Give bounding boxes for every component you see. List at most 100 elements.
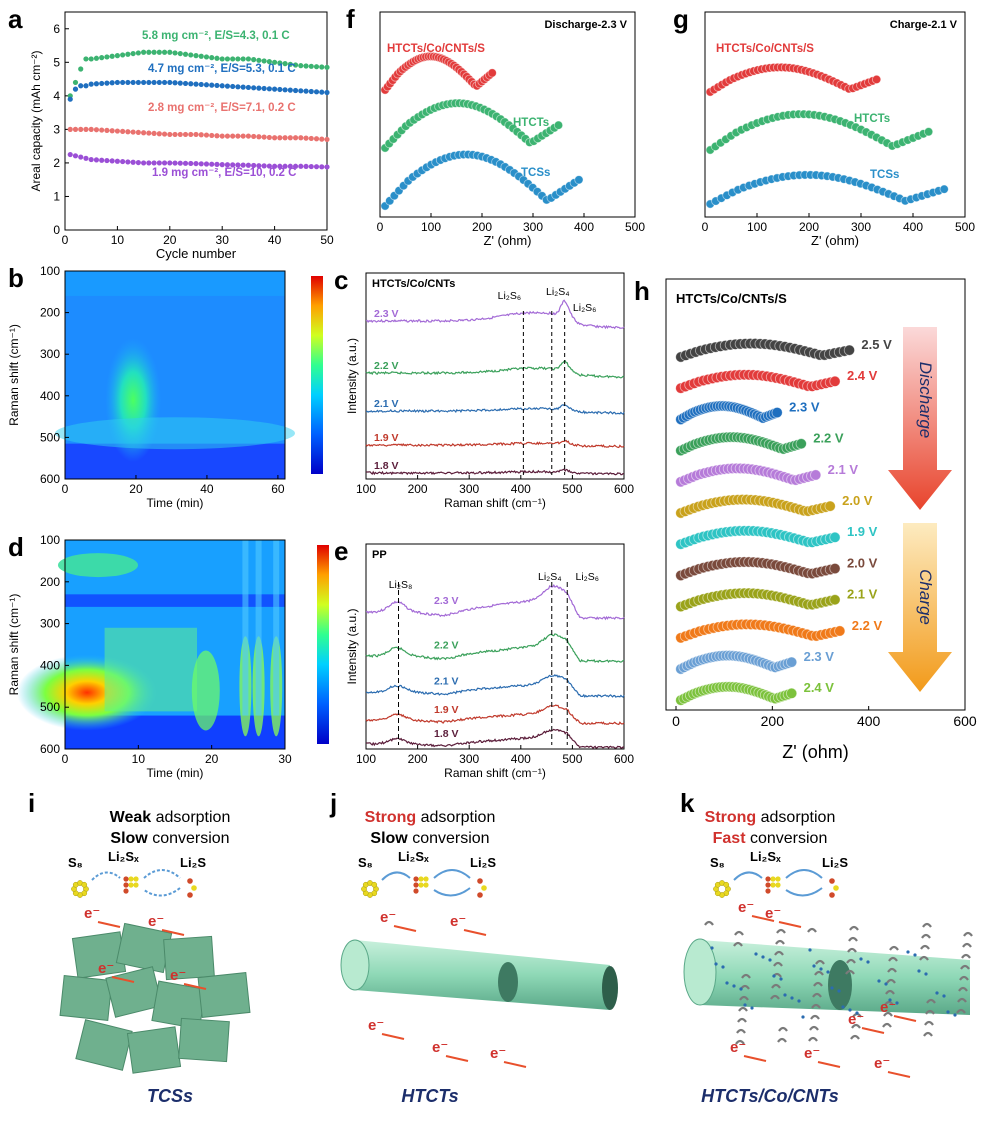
data-point: [177, 80, 183, 86]
co-particle: [942, 994, 946, 998]
data-point: [78, 66, 84, 72]
series-label: 1.9 V: [374, 432, 399, 444]
x-tick-label: 20: [129, 482, 143, 496]
headline-rest: conversion: [746, 830, 828, 847]
data-point: [167, 49, 173, 55]
cnt-fiber: [848, 936, 858, 942]
data-point: [182, 51, 189, 57]
electron-arrow: [161, 929, 185, 936]
plot-frame-a: [64, 11, 328, 231]
co-particle: [946, 1010, 950, 1014]
data-point: [88, 81, 94, 87]
x-tick-label: 30: [216, 233, 230, 247]
data-point: [923, 127, 934, 137]
tube-opening: [498, 962, 518, 1002]
data-point: [146, 130, 152, 136]
cnt-fiber: [741, 973, 751, 979]
x-tick-label: 300: [523, 220, 543, 234]
data-point: [282, 61, 288, 67]
cnt-fiber: [919, 955, 929, 961]
caption: TCSs: [147, 1086, 193, 1106]
data-point: [125, 159, 131, 165]
data-point: [292, 62, 299, 68]
data-point: [72, 86, 79, 92]
chart-h: 0 200 400 600 Z' (ohm) HTCTs/Co/CNTs/S 2.5 V 2.…: [665, 278, 977, 762]
chart-b: 0 20 40 60 100 200 300 400 500 600 Time (min) Raman…: [7, 264, 323, 510]
data-point: [871, 74, 882, 85]
sulfur-atom: [81, 881, 88, 888]
data-point: [141, 79, 147, 86]
data-point: [313, 136, 320, 142]
y-tick-label: 4: [53, 89, 60, 103]
data-point: [182, 80, 189, 87]
headline: Strong adsorption: [365, 809, 496, 826]
heatmap-band: [65, 443, 285, 479]
data-point: [224, 162, 231, 168]
series-label: TCSs: [870, 169, 899, 181]
y-axis-label: Raman shift (cm⁻¹): [7, 324, 21, 426]
data-point: [151, 130, 157, 137]
data-point: [219, 162, 225, 168]
data-point: [829, 531, 841, 543]
data-point: [198, 81, 204, 88]
data-point: [135, 129, 141, 136]
data-point: [308, 163, 314, 170]
data-point: [939, 184, 949, 194]
tube-end: [340, 939, 370, 991]
data-point: [172, 80, 178, 86]
li2sx-atom: [128, 882, 134, 888]
headline-emphasis: Fast: [713, 830, 747, 847]
x-tick-label: 600: [953, 713, 977, 729]
chart-title: HTCTs/Co/CNTs/S: [676, 291, 787, 306]
species-label: Li₂Sₓ: [398, 849, 429, 864]
data-point: [324, 164, 330, 170]
species-label: Li₂S: [470, 855, 496, 870]
data-point: [78, 83, 84, 89]
data-point: [172, 160, 178, 166]
cnt-fiber: [961, 953, 971, 959]
series-label: 1.8 V: [374, 460, 399, 472]
data-point: [72, 79, 79, 86]
co-particle: [895, 1001, 899, 1005]
electron-label: e⁻: [738, 899, 754, 916]
conversion-arrow: [785, 869, 823, 879]
series-label: 2.2 V: [852, 618, 883, 633]
chart-title: Charge-2.1 V: [890, 19, 958, 31]
data-point: [308, 88, 314, 95]
data-point: [120, 128, 126, 134]
x-axis-label: Time (min): [147, 496, 204, 510]
cnt-fiber: [737, 1017, 747, 1023]
x-tick-label: 100: [356, 752, 376, 766]
data-point: [83, 155, 89, 161]
data-point: [104, 54, 110, 60]
data-point: [240, 84, 246, 90]
data-point: [277, 86, 283, 93]
co-particle: [721, 965, 725, 969]
data-point: [240, 133, 246, 139]
data-point: [141, 130, 147, 136]
x-tick-label: 60: [271, 482, 285, 496]
x-axis-label: Z' (ohm): [484, 233, 532, 248]
cnt-fiber: [808, 1036, 818, 1042]
electron-label: e⁻: [848, 1011, 864, 1028]
panel-letter: b: [8, 263, 24, 293]
headline-emphasis: Slow: [370, 830, 408, 847]
li2sx-atom: [770, 876, 776, 882]
schematic-j: Strong adsorption Slow conversion HTCTs S₈ L…: [340, 809, 618, 1106]
data-point: [324, 64, 330, 70]
electron-arrow: [97, 921, 121, 928]
heatmap-band: [104, 627, 197, 712]
sulfur-atom: [371, 881, 378, 888]
cnt-fiber: [851, 1023, 861, 1029]
data-point: [198, 161, 204, 167]
x-tick-label: 300: [459, 482, 479, 496]
data-point: [193, 160, 199, 167]
y-tick-label: 600: [40, 742, 60, 756]
chart-f: 0 100 200 300 400 500 Z' (ohm) Discharge-2.3 V H…: [377, 11, 645, 248]
headline-rest: conversion: [408, 830, 490, 847]
li2sx-atom: [123, 882, 129, 888]
y-tick-label: 500: [40, 430, 60, 444]
x-tick-label: 0: [62, 233, 69, 247]
electron-label: e⁻: [880, 999, 896, 1016]
series-label: 1.8 V: [434, 728, 459, 740]
